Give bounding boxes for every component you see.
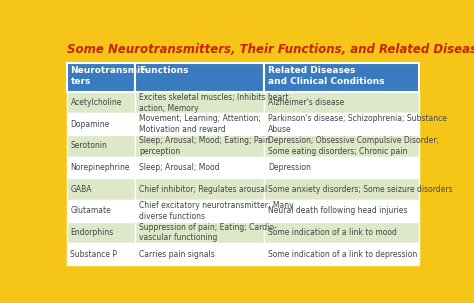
Bar [136,157,264,178]
Bar [264,243,419,265]
Bar [66,92,136,113]
Bar [264,62,419,92]
Text: Neural death following head injuries: Neural death following head injuries [268,206,408,215]
Text: Substance P: Substance P [71,250,118,259]
Text: Sleep; Arousal; Mood; Eating; Pain
perception: Sleep; Arousal; Mood; Eating; Pain perce… [139,136,270,156]
Text: Serotonin: Serotonin [71,142,107,151]
Text: Sleep; Arousal; Mood: Sleep; Arousal; Mood [139,163,220,172]
Text: Suppression of pain; Eating; Cardio-
vascular functioning: Suppression of pain; Eating; Cardio- vas… [139,223,277,242]
Text: Chief excitatory neurotransmitter; Many
diverse functions: Chief excitatory neurotransmitter; Many … [139,201,294,221]
Text: Neurotransmit-
ters: Neurotransmit- ters [71,66,149,86]
Text: Some anxiety disorders; Some seizure disorders: Some anxiety disorders; Some seizure dis… [268,185,453,194]
Text: Parkinson's disease; Schizophrenia; Substance
Abuse: Parkinson's disease; Schizophrenia; Subs… [268,115,447,134]
Bar [264,200,419,222]
Text: Some Neurotransmitters, Their Functions, and Related Diseases and Clinical Condi: Some Neurotransmitters, Their Functions,… [66,42,474,55]
Text: Related Diseases
and Clinical Conditions: Related Diseases and Clinical Conditions [268,66,384,86]
Bar [136,135,264,157]
Bar [136,113,264,135]
Text: GABA: GABA [71,185,92,194]
Bar [264,135,419,157]
Bar [136,222,264,243]
Text: Dopamine: Dopamine [71,120,109,129]
Bar [264,113,419,135]
Bar [66,113,136,135]
Text: Carries pain signals: Carries pain signals [139,250,215,259]
Text: Alzheimer's disease: Alzheimer's disease [268,98,344,107]
Text: Depression: Depression [268,163,311,172]
Text: Chief inhibitor; Regulates arousal: Chief inhibitor; Regulates arousal [139,185,267,194]
Text: Some indication of a link to depression: Some indication of a link to depression [268,250,417,259]
Text: Glutamate: Glutamate [71,206,111,215]
Bar [66,200,136,222]
Bar [66,178,136,200]
Bar [66,157,136,178]
Bar [136,243,264,265]
Bar [66,222,136,243]
Text: Endorphins: Endorphins [71,228,114,237]
Text: Movement; Learning; Attention;
Motivation and reward: Movement; Learning; Attention; Motivatio… [139,115,261,134]
Bar [136,178,264,200]
Text: Some indication of a link to mood: Some indication of a link to mood [268,228,397,237]
Bar [136,200,264,222]
Bar [264,222,419,243]
Bar [136,92,264,113]
Bar [136,62,264,92]
Bar [264,157,419,178]
Text: Depression; Obsessive Compulsive Disorder;
Some eating disorders; Chronic pain: Depression; Obsessive Compulsive Disorde… [268,136,439,156]
Bar [264,178,419,200]
Bar [66,62,136,92]
Bar [66,243,136,265]
Text: Acetylcholine: Acetylcholine [71,98,122,107]
Text: Excites skeletal muscles; Inhibits heart
action; Memory: Excites skeletal muscles; Inhibits heart… [139,93,289,112]
Bar [264,92,419,113]
Text: Norepinephrine: Norepinephrine [71,163,130,172]
Text: Functions: Functions [139,66,189,75]
Bar [66,135,136,157]
